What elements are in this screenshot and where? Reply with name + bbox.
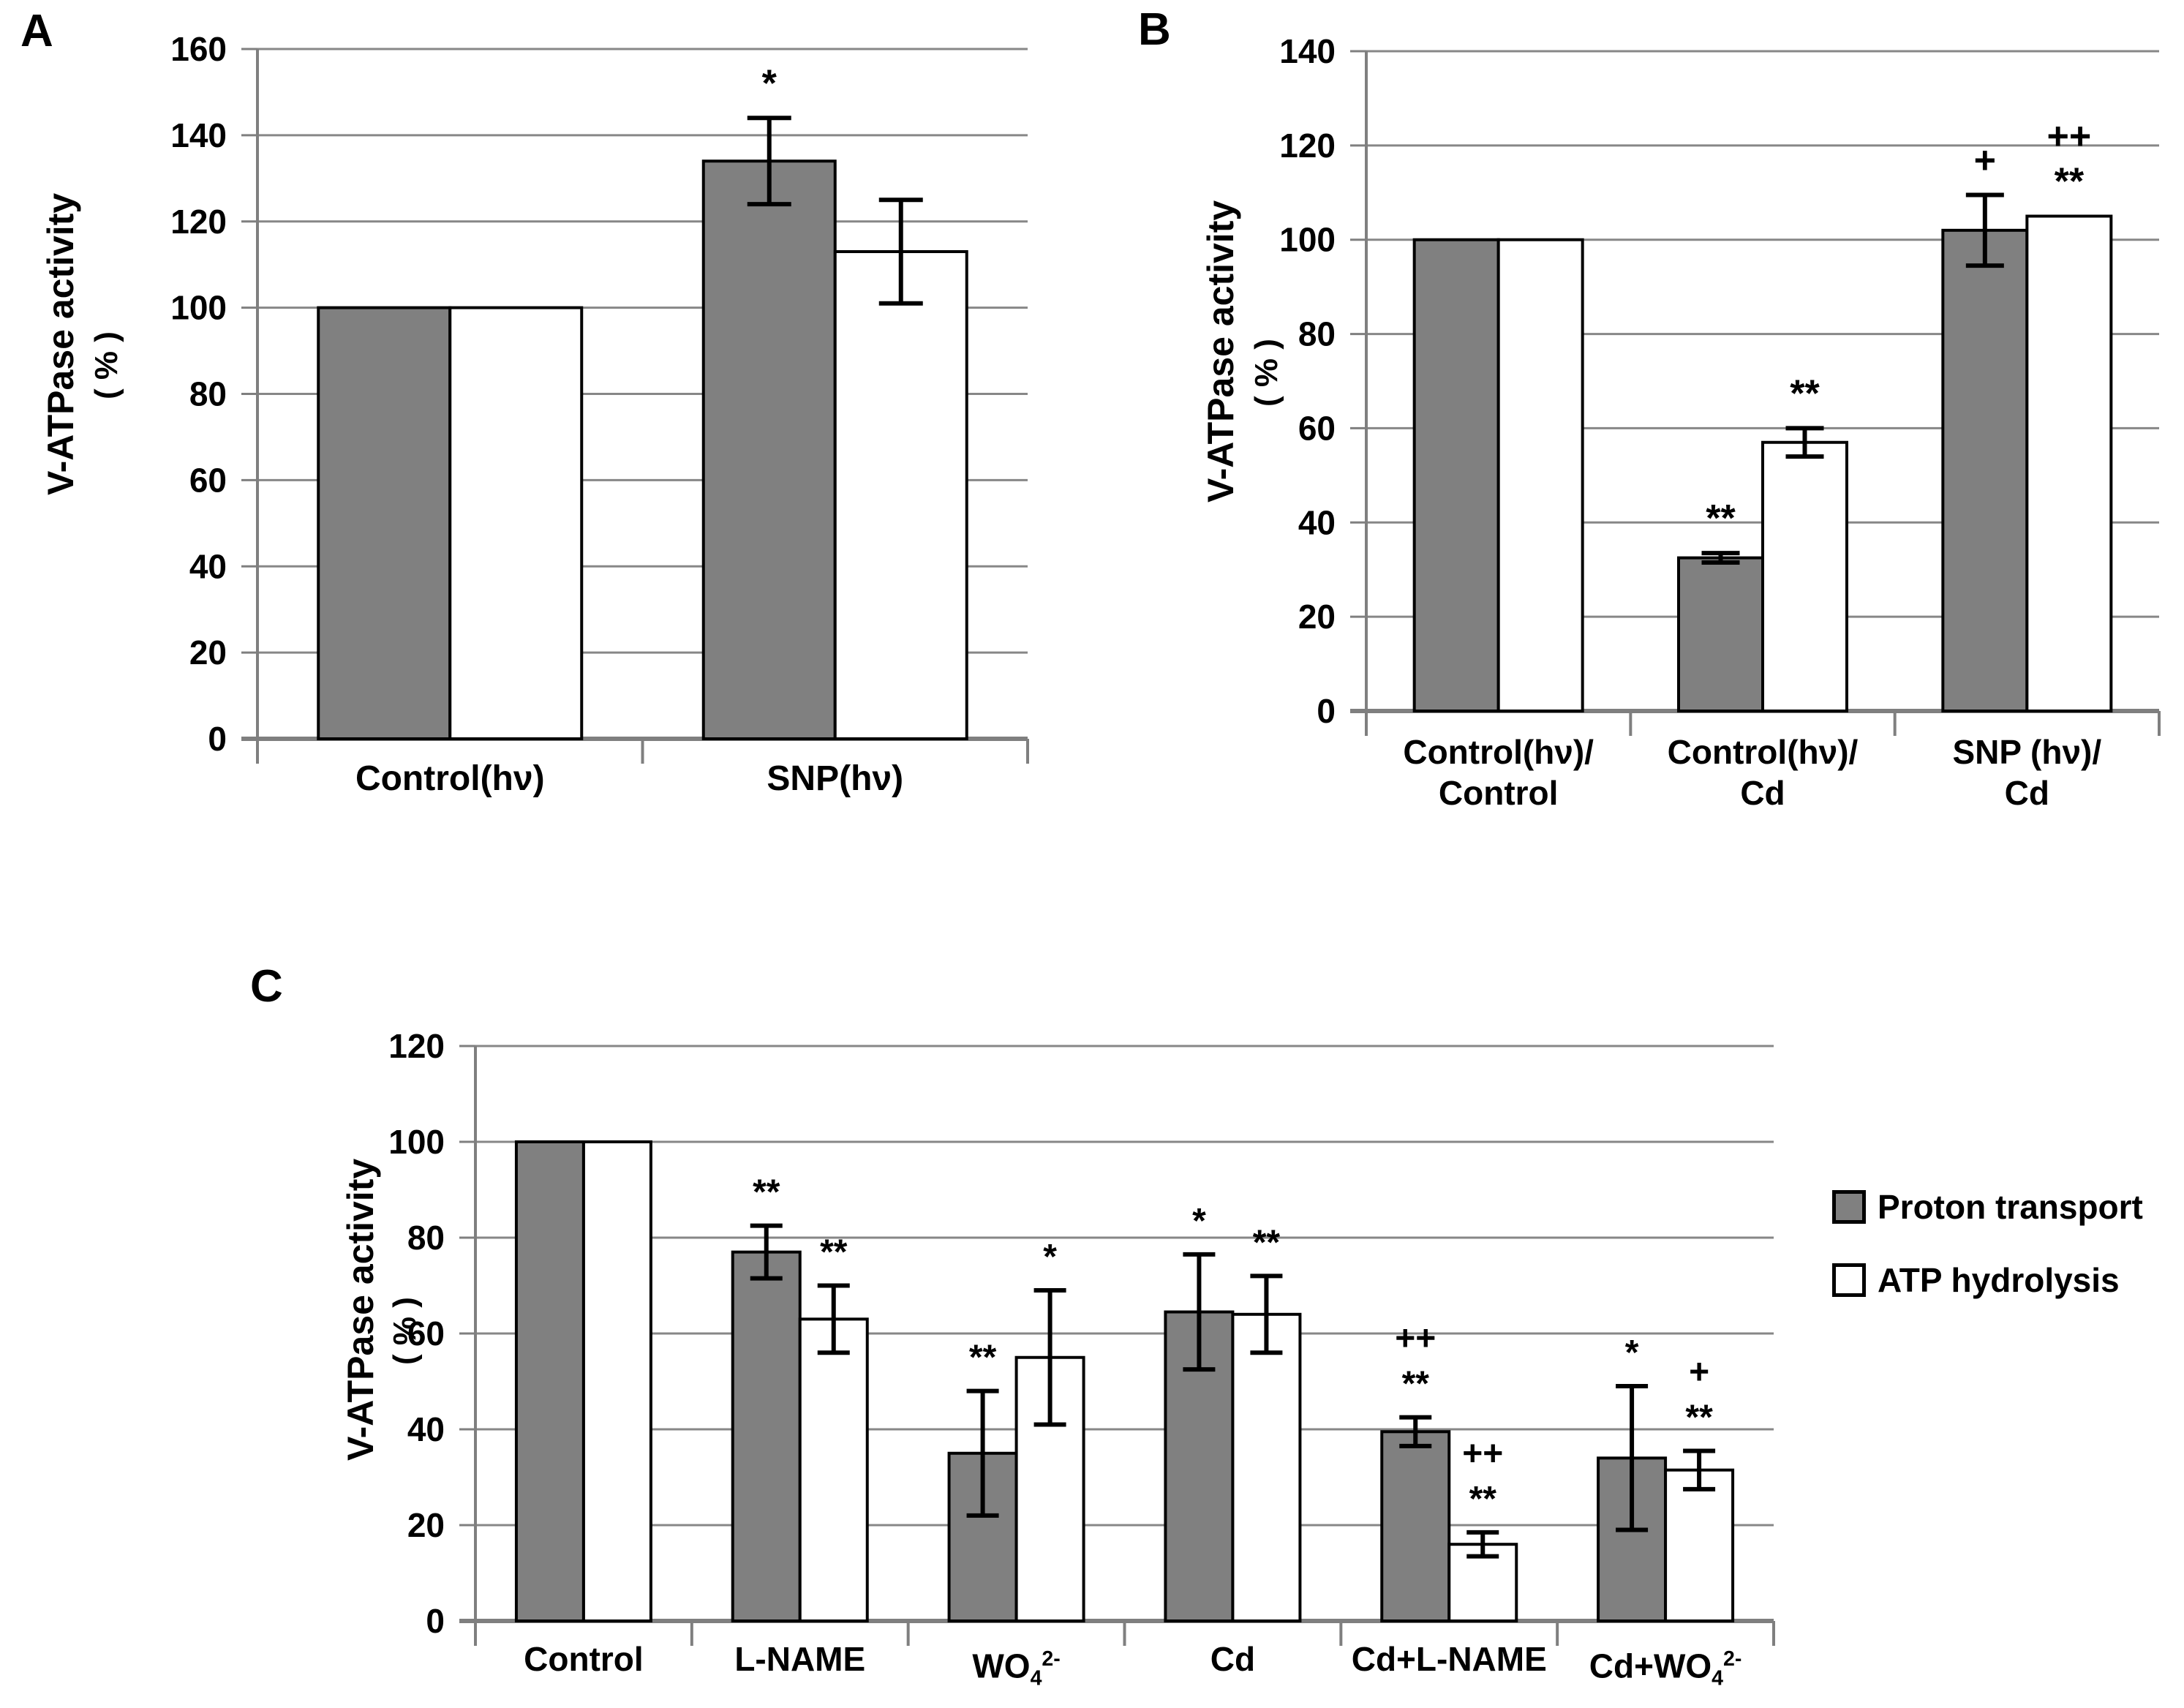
panel-label-b: B bbox=[1138, 4, 1171, 55]
bar-proton-b-2 bbox=[1941, 228, 2029, 713]
y-tick-label: 40 bbox=[407, 1410, 445, 1448]
significance-marker: ++ bbox=[1395, 1320, 1436, 1358]
bar-atp-c-5 bbox=[1664, 1468, 1735, 1623]
bar-proton-c-4 bbox=[1380, 1430, 1451, 1623]
bar-proton-c-0 bbox=[514, 1140, 585, 1622]
y-axis-title-a: V-ATPase activity bbox=[40, 192, 81, 495]
y-tick-label: 100 bbox=[170, 289, 227, 327]
category-label-c-1: L-NAME bbox=[734, 1640, 866, 1678]
gray-swatch-icon bbox=[1832, 1190, 1866, 1224]
bar-atp-b-1 bbox=[1761, 440, 1848, 712]
legend-label: ATP hydrolysis bbox=[1878, 1261, 2120, 1299]
significance-marker: ** bbox=[1253, 1223, 1281, 1262]
y-tick-label: 60 bbox=[1298, 409, 1336, 447]
category-label-a-0: Control(hν) bbox=[355, 759, 545, 798]
y-tick-label: 100 bbox=[1279, 221, 1336, 259]
legend: Proton transport ATP hydrolysis bbox=[1832, 1170, 2143, 1317]
panel-label-c: C bbox=[250, 961, 283, 1012]
category-label-b-1: Control(hν)/Cd bbox=[1667, 733, 1859, 812]
y-tick-label: 0 bbox=[1317, 692, 1336, 730]
y-tick-label: 100 bbox=[388, 1123, 445, 1161]
white-swatch-icon bbox=[1832, 1263, 1866, 1297]
y-axis-title-b: V-ATPase activity bbox=[1200, 200, 1241, 503]
legend-item-atp-hydrolysis: ATP hydrolysis bbox=[1832, 1244, 2143, 1317]
panel-label-a: A bbox=[20, 6, 53, 56]
bar-atp-b-2 bbox=[2025, 214, 2113, 712]
bar-atp-c-3 bbox=[1231, 1312, 1302, 1623]
significance-marker: + bbox=[1689, 1353, 1709, 1391]
y-tick-label: 40 bbox=[1298, 503, 1336, 541]
category-label-b-2: SNP (hν)/Cd bbox=[1952, 733, 2102, 812]
significance-marker: ++ bbox=[1462, 1434, 1503, 1473]
significance-marker: * bbox=[762, 62, 777, 105]
y-tick-label: 140 bbox=[1279, 32, 1336, 70]
category-label-c-0: Control bbox=[524, 1640, 644, 1678]
category-label-b-0: Control(hν)/Control bbox=[1403, 733, 1594, 812]
significance-marker: ** bbox=[2055, 161, 2085, 203]
y-tick-label: 20 bbox=[1298, 598, 1336, 636]
legend-item-proton-transport: Proton transport bbox=[1832, 1170, 2143, 1244]
y-tick-label: 140 bbox=[170, 116, 227, 154]
y-tick-label: 120 bbox=[388, 1027, 445, 1065]
y-tick-label: 160 bbox=[170, 30, 227, 68]
significance-marker: * bbox=[1043, 1238, 1057, 1276]
bar-atp-c-0 bbox=[581, 1140, 652, 1622]
bar-proton-b-0 bbox=[1412, 238, 1500, 712]
category-label-c-2: WO42- bbox=[972, 1647, 1061, 1690]
y-tick-label: 0 bbox=[426, 1602, 445, 1640]
y-axis-title-c: V-ATPase activity bbox=[340, 1158, 381, 1461]
y-axis-units-a: ( % ) bbox=[89, 331, 124, 400]
bar-proton-a-0 bbox=[317, 306, 452, 740]
y-axis-units-b: ( % ) bbox=[1249, 339, 1284, 407]
significance-marker: ** bbox=[1685, 1398, 1713, 1437]
y-tick-label: 20 bbox=[189, 633, 227, 671]
significance-marker: + bbox=[1974, 140, 1996, 182]
bar-atp-a-1 bbox=[833, 250, 968, 741]
category-label-c-3: Cd bbox=[1210, 1640, 1256, 1678]
y-tick-label: 20 bbox=[407, 1506, 445, 1544]
significance-marker: ** bbox=[753, 1173, 780, 1212]
significance-marker: ++ bbox=[2046, 116, 2091, 158]
significance-marker: * bbox=[1625, 1333, 1639, 1372]
y-tick-label: 80 bbox=[407, 1219, 445, 1257]
y-tick-label: 0 bbox=[208, 720, 227, 758]
category-label-a-1: SNP(hν) bbox=[767, 759, 904, 798]
significance-marker: * bbox=[1192, 1202, 1206, 1241]
y-tick-label: 80 bbox=[189, 375, 227, 413]
significance-marker: ** bbox=[969, 1339, 997, 1377]
legend-label: Proton transport bbox=[1878, 1188, 2143, 1226]
significance-marker: ** bbox=[1790, 372, 1820, 415]
y-tick-label: 60 bbox=[407, 1314, 445, 1353]
bar-proton-c-1 bbox=[731, 1250, 802, 1623]
y-tick-label: 60 bbox=[189, 461, 227, 499]
bar-proton-b-1 bbox=[1677, 556, 1764, 712]
bar-atp-a-0 bbox=[448, 306, 584, 740]
bar-atp-c-1 bbox=[798, 1317, 869, 1622]
bar-atp-b-0 bbox=[1496, 238, 1584, 712]
significance-marker: ** bbox=[1706, 497, 1736, 540]
significance-marker: ** bbox=[1469, 1480, 1497, 1519]
significance-marker: ** bbox=[1402, 1365, 1430, 1404]
y-tick-label: 40 bbox=[189, 547, 227, 585]
y-axis-units-c: ( % ) bbox=[387, 1297, 423, 1366]
significance-marker: ** bbox=[820, 1233, 848, 1272]
y-tick-label: 80 bbox=[1298, 315, 1336, 353]
y-tick-label: 120 bbox=[170, 203, 227, 241]
bar-proton-a-1 bbox=[701, 159, 837, 741]
category-label-c-5: Cd+WO42- bbox=[1589, 1647, 1742, 1690]
y-tick-label: 120 bbox=[1279, 127, 1336, 165]
category-label-c-4: Cd+L-NAME bbox=[1351, 1640, 1547, 1678]
